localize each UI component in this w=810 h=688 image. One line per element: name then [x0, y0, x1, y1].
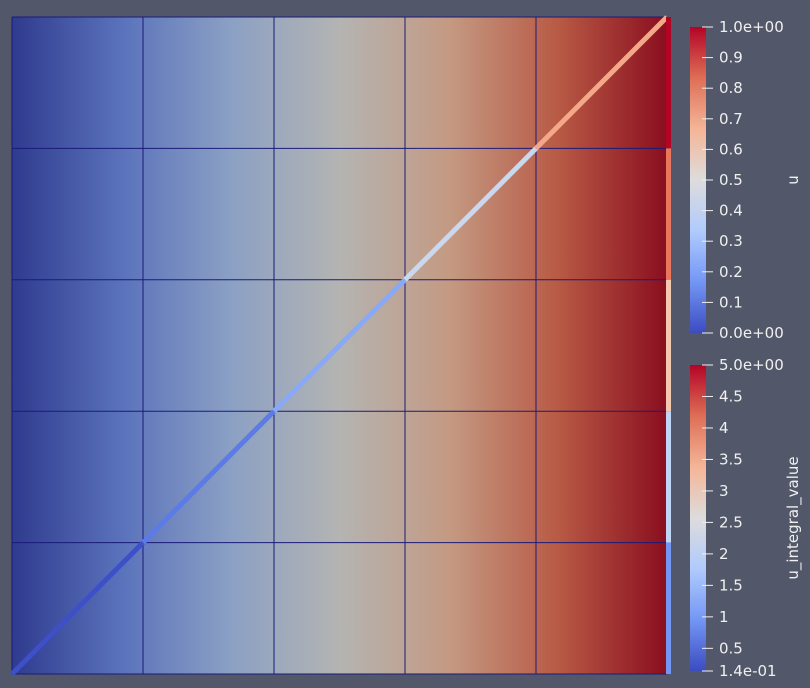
colorbar-tick-label: 3 — [719, 482, 729, 500]
right-edge-segment — [666, 17, 671, 149]
colorbar-gradient — [690, 27, 706, 333]
colorbar-u: 1.0e+00 0.9 0.8 0.7 0.6 0.5 0.4 0.3 0.2 0.1 0.0e+0… — [690, 18, 802, 342]
right-edge-segment — [666, 411, 671, 543]
diagonal-line-segment — [272, 278, 407, 413]
colorbar-tick-label: 2 — [719, 545, 729, 563]
colorbar-tick-label: 1 — [719, 608, 729, 626]
colorbar-tick-label: 0.2 — [719, 263, 743, 281]
colorbar-u-integral-value: 5.0e+00 4.5 4 3.5 3 2.5 2 1.5 1 0.5 1.4e-01 u_integ… — [690, 356, 803, 680]
right-edge-segment — [666, 542, 671, 674]
colorbar-tick-label: 0.3 — [719, 232, 743, 250]
colorbar-title: u_integral_value — [784, 456, 803, 579]
colorbar-tick-label: 0.0e+00 — [719, 324, 784, 342]
color-legends: 1.0e+00 0.9 0.8 0.7 0.6 0.5 0.4 0.3 0.2 0.1 0.0e+0… — [690, 18, 803, 680]
colorbar-tick-label: 1.5 — [719, 576, 743, 594]
colorbar-tick-label: 0.1 — [719, 293, 743, 311]
right-edge-segment — [666, 279, 671, 412]
colorbar-tick-label: 4.5 — [719, 387, 743, 405]
colorbar-tick-label: 0.9 — [719, 49, 743, 67]
colorbar-tick-label: 0.8 — [719, 79, 743, 97]
diagonal-line-segment — [534, 15, 669, 151]
colorbar-tick-label: 2.5 — [719, 513, 743, 531]
colorbar-title: u — [784, 175, 802, 185]
colorbar-tick-label: 3.5 — [719, 450, 743, 468]
diagonal-line-segment — [141, 409, 276, 545]
diagonal-line-segment — [10, 540, 145, 676]
colorbar-tick-label: 0.6 — [719, 140, 743, 158]
colorbar-tick-label: 0.5 — [719, 639, 743, 657]
right-edge-line — [666, 17, 671, 674]
colorbar-tick-label: 1.4e-01 — [719, 662, 777, 680]
colorbar-gradient — [690, 365, 706, 671]
colorbar-tick-label: 1.0e+00 — [719, 18, 784, 36]
right-edge-segment — [666, 148, 671, 280]
colorbar-tick-label: 0.4 — [719, 202, 743, 220]
colorbar-tick-label: 4 — [719, 419, 729, 437]
colorbar-tick-label: 0.7 — [719, 110, 743, 128]
colorbar-tick-label: 5.0e+00 — [719, 356, 784, 374]
diagonal-line — [10, 15, 669, 676]
colorbar-tick-label: 0.5 — [719, 171, 743, 189]
diagonal-line-segment — [403, 146, 538, 282]
